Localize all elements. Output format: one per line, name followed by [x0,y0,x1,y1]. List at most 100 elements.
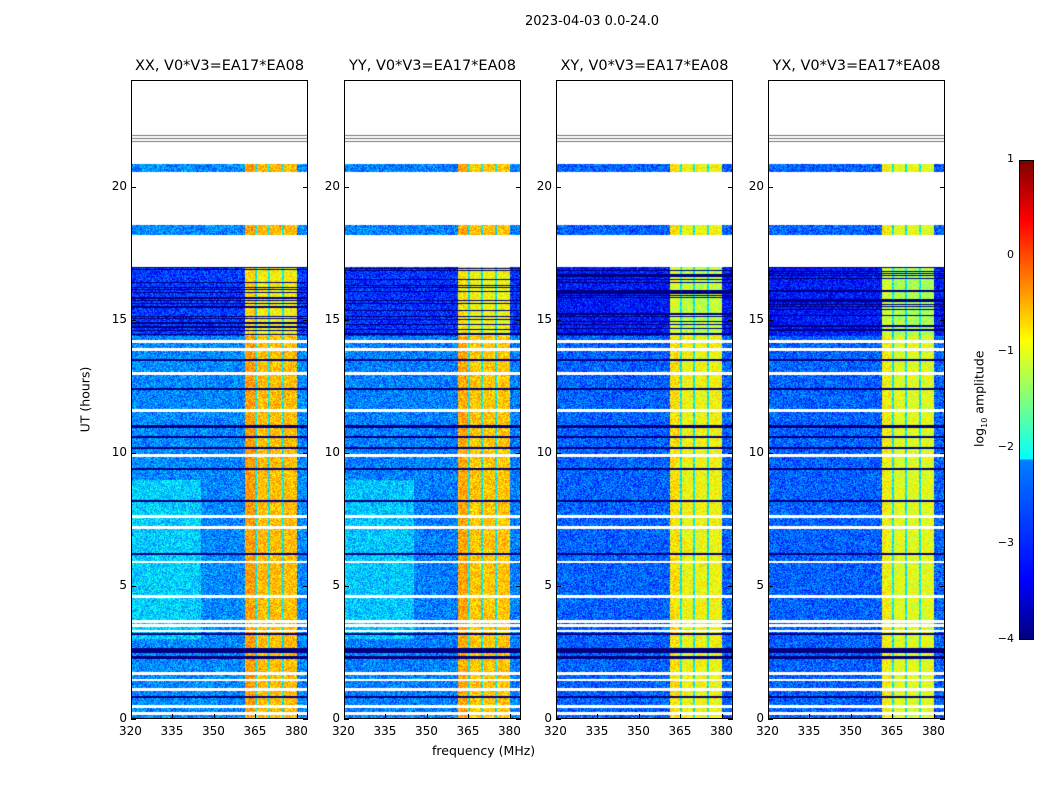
x-tick-label: 350 [838,724,862,738]
colorbar-label-rest: amplitude [971,350,987,418]
y-tick-mark [728,719,733,720]
y-tick-mark [728,319,733,321]
y-tick-label: 0 [756,711,764,725]
x-tick-mark [385,714,387,719]
x-tick-mark [426,714,428,719]
x-tick-label: 320 [544,724,567,738]
y-tick-label: 15 [748,311,764,326]
x-tick-label: 335 [585,724,609,738]
x-tick-mark [809,714,811,719]
y-tick-mark [940,719,945,720]
y-tick-mark [131,319,136,321]
y-tick-label: 5 [544,577,552,592]
y-tick-label: 20 [324,178,340,193]
x-tick-label: 335 [160,724,184,738]
y-tick-mark [303,186,308,188]
heatmap-panel-xx [131,80,308,719]
y-tick-label: 15 [324,311,340,326]
x-tick-label: 335 [373,724,397,738]
y-tick-mark [516,452,521,454]
y-tick-mark [516,319,521,321]
y-tick-label: 10 [324,444,340,459]
y-tick-label: 10 [748,444,764,459]
y-tick-mark [940,186,945,188]
y-tick-mark [516,719,521,720]
colorbar [1019,160,1034,640]
panel-title: XY, V0*V3=EA17*EA08 [560,58,729,74]
x-tick-mark [892,714,894,719]
y-tick-mark [556,452,561,454]
y-tick-mark [556,585,561,587]
y-tick-label: 0 [544,711,552,725]
x-tick-mark [213,714,215,719]
x-tick-label: 380 [497,724,521,738]
x-tick-mark [597,714,599,719]
y-tick-mark [131,585,136,587]
y-tick-mark [556,719,561,720]
x-tick-label: 380 [709,724,733,738]
x-tick-label: 365 [668,724,692,738]
y-tick-mark [728,186,733,188]
x-tick-label: 350 [414,724,438,738]
y-tick-label: 20 [111,178,127,193]
y-tick-label: 5 [332,577,340,592]
y-tick-label: 10 [111,444,127,459]
y-tick-mark [344,719,349,720]
x-tick-label: 320 [332,724,355,738]
heatmap-cells [769,81,944,718]
heatmap-cells [132,81,307,718]
colorbar-tick-label: −3 [997,536,1014,549]
colorbar-tick-label: 0 [1007,248,1014,261]
colorbar-label-main: log [971,427,987,447]
y-tick-label: 20 [748,178,764,193]
x-tick-label: 365 [880,724,904,738]
y-tick-mark [940,452,945,454]
y-tick-label: 0 [332,711,340,725]
y-tick-mark [303,452,308,454]
x-tick-mark [509,714,511,719]
y-tick-mark [344,452,349,454]
x-tick-label: 365 [243,724,267,738]
x-tick-label: 350 [626,724,650,738]
colorbar-label-sub: 10 [979,417,989,428]
x-tick-mark [680,714,682,719]
x-tick-label: 320 [119,724,142,738]
y-tick-mark [303,719,308,720]
x-tick-mark [638,714,640,719]
y-tick-mark [768,186,773,188]
colorbar-tick-label: −1 [997,344,1014,357]
y-tick-label: 0 [119,711,127,725]
heatmap-panel-yy [344,80,521,719]
y-tick-mark [303,585,308,587]
heatmap-panel-yx [768,80,945,719]
heatmap-cells [345,81,520,718]
x-tick-mark [850,714,852,719]
x-tick-mark [468,714,470,719]
y-tick-mark [728,585,733,587]
heatmap-cells [557,81,732,718]
y-tick-label: 15 [536,311,552,326]
y-tick-mark [344,319,349,321]
x-tick-label: 320 [756,724,779,738]
y-tick-label: 20 [536,178,552,193]
y-tick-mark [303,319,308,321]
y-axis-label: UT (hours) [77,366,93,433]
figure-suptitle: 2023-04-03 0.0-24.0 [525,14,659,29]
y-tick-mark [516,186,521,188]
y-tick-mark [556,319,561,321]
y-tick-mark [768,319,773,321]
panel-title: YY, V0*V3=EA17*EA08 [349,58,516,74]
x-tick-label: 380 [921,724,945,738]
y-tick-mark [556,186,561,188]
y-tick-mark [768,585,773,587]
y-tick-mark [516,585,521,587]
y-tick-mark [768,452,773,454]
colorbar-label: log10 amplitude [971,351,989,447]
x-tick-mark [721,714,723,719]
x-tick-mark [131,714,132,719]
x-tick-mark [768,714,769,719]
y-tick-mark [940,319,945,321]
x-tick-mark [296,714,298,719]
y-tick-mark [344,186,349,188]
